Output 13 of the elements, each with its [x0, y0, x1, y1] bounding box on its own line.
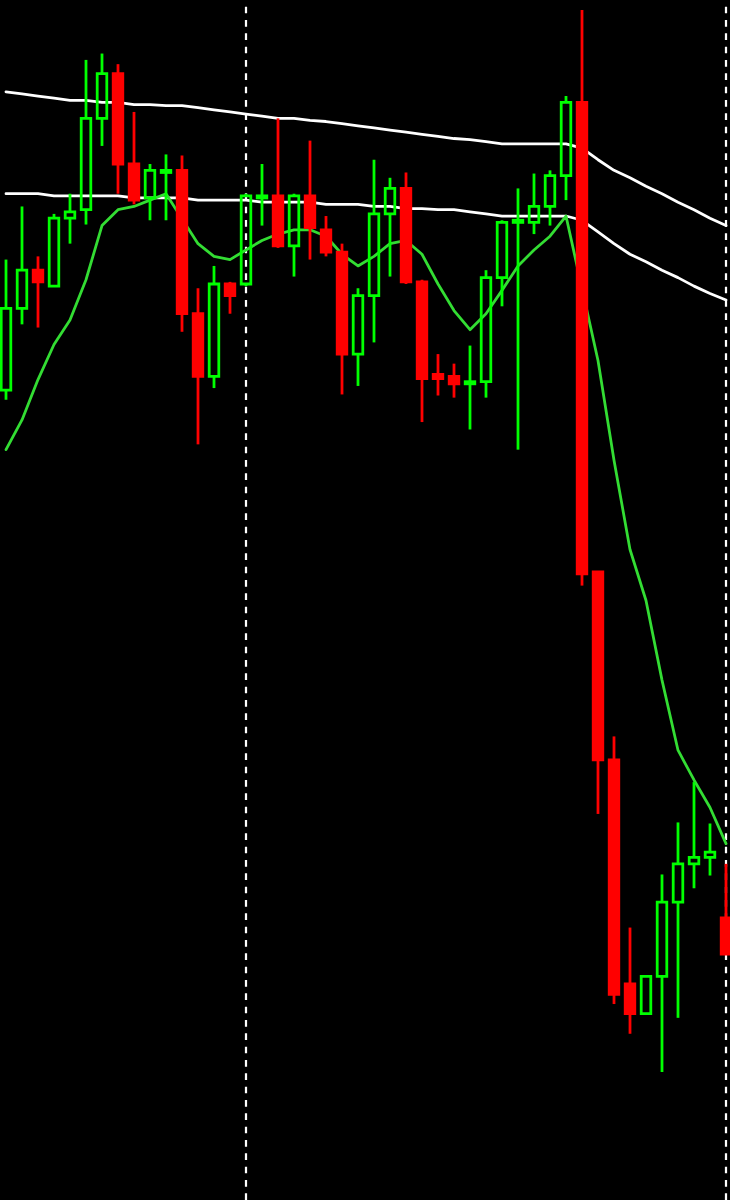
candlestick	[511, 187, 525, 452]
candlestick	[191, 286, 205, 446]
candlestick	[687, 780, 701, 890]
candlestick	[463, 344, 477, 431]
candlestick	[303, 139, 317, 261]
candlestick	[703, 822, 717, 877]
candlestick	[255, 162, 269, 227]
candlestick	[367, 158, 381, 344]
candlestick	[671, 821, 685, 1020]
candlestick	[623, 926, 637, 1036]
candlestick	[655, 873, 669, 1074]
candlestick	[95, 52, 109, 148]
candlestick	[63, 192, 77, 246]
